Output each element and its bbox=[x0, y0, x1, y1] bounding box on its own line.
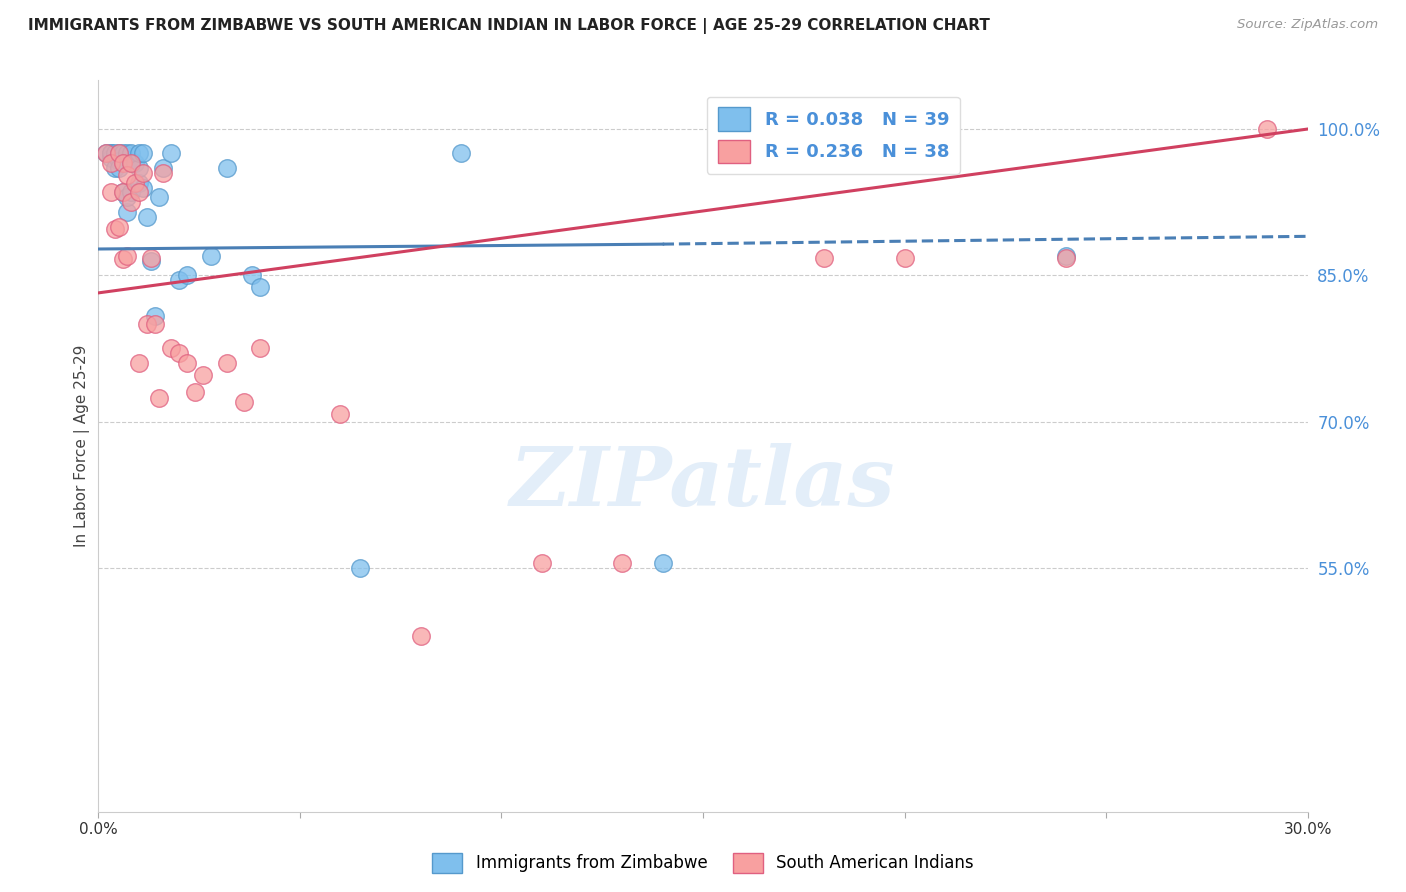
Point bbox=[124, 156, 146, 170]
Point bbox=[111, 146, 134, 161]
Point bbox=[240, 268, 263, 283]
Point bbox=[160, 342, 183, 356]
Point bbox=[893, 251, 915, 265]
Point bbox=[184, 385, 207, 400]
Text: Source: ZipAtlas.com: Source: ZipAtlas.com bbox=[1237, 18, 1378, 31]
Text: IMMIGRANTS FROM ZIMBABWE VS SOUTH AMERICAN INDIAN IN LABOR FORCE | AGE 25-29 COR: IMMIGRANTS FROM ZIMBABWE VS SOUTH AMERIC… bbox=[28, 18, 990, 34]
Point bbox=[120, 146, 142, 161]
Point bbox=[160, 146, 183, 161]
Point bbox=[232, 395, 254, 409]
Point bbox=[135, 317, 157, 331]
Point bbox=[107, 146, 129, 161]
Point bbox=[96, 146, 118, 161]
Point bbox=[100, 186, 122, 200]
Text: ZIPatlas: ZIPatlas bbox=[510, 442, 896, 523]
Point bbox=[813, 251, 835, 265]
Point bbox=[120, 156, 142, 170]
Point bbox=[120, 195, 142, 210]
Point bbox=[1054, 251, 1077, 265]
Point bbox=[143, 317, 166, 331]
Point bbox=[128, 146, 150, 161]
Point bbox=[128, 176, 150, 190]
Point bbox=[124, 176, 146, 190]
Point bbox=[128, 186, 150, 200]
Point bbox=[103, 161, 125, 175]
Point bbox=[200, 249, 222, 263]
Point bbox=[107, 146, 129, 161]
Point bbox=[115, 146, 138, 161]
Point bbox=[135, 210, 157, 224]
Point bbox=[96, 146, 118, 161]
Point bbox=[128, 356, 150, 370]
Point bbox=[115, 205, 138, 219]
Point bbox=[612, 556, 634, 570]
Point bbox=[1256, 122, 1278, 136]
Point bbox=[217, 356, 239, 370]
Point bbox=[176, 268, 198, 283]
Point bbox=[132, 166, 155, 180]
Point bbox=[115, 190, 138, 204]
Point bbox=[329, 407, 352, 421]
Point bbox=[100, 151, 122, 165]
Point bbox=[115, 249, 138, 263]
Point bbox=[450, 146, 472, 161]
Point bbox=[100, 156, 122, 170]
Point bbox=[148, 190, 170, 204]
Point bbox=[249, 342, 271, 356]
Point bbox=[530, 556, 553, 570]
Point bbox=[115, 168, 138, 182]
Point bbox=[132, 146, 155, 161]
Point bbox=[107, 219, 129, 234]
Point bbox=[409, 629, 432, 643]
Point bbox=[111, 252, 134, 266]
Legend: R = 0.038   N = 39, R = 0.236   N = 38: R = 0.038 N = 39, R = 0.236 N = 38 bbox=[707, 96, 960, 174]
Y-axis label: In Labor Force | Age 25-29: In Labor Force | Age 25-29 bbox=[75, 345, 90, 547]
Point bbox=[103, 221, 125, 235]
Point bbox=[139, 251, 162, 265]
Point bbox=[167, 273, 190, 287]
Point bbox=[217, 161, 239, 175]
Point bbox=[193, 368, 215, 382]
Point bbox=[249, 280, 271, 294]
Point bbox=[349, 561, 371, 575]
Point bbox=[107, 161, 129, 175]
Point bbox=[139, 253, 162, 268]
Point bbox=[1054, 249, 1077, 263]
Point bbox=[103, 146, 125, 161]
Point bbox=[120, 156, 142, 170]
Point bbox=[152, 161, 174, 175]
Point bbox=[152, 166, 174, 180]
Point bbox=[132, 180, 155, 194]
Point bbox=[100, 146, 122, 161]
Point bbox=[107, 154, 129, 169]
Point bbox=[167, 346, 190, 360]
Point bbox=[176, 356, 198, 370]
Point bbox=[143, 310, 166, 324]
Point bbox=[148, 391, 170, 405]
Point bbox=[120, 186, 142, 200]
Point bbox=[111, 186, 134, 200]
Legend: Immigrants from Zimbabwe, South American Indians: Immigrants from Zimbabwe, South American… bbox=[426, 847, 980, 880]
Point bbox=[111, 156, 134, 170]
Point bbox=[111, 186, 134, 200]
Point bbox=[651, 556, 673, 570]
Point bbox=[100, 146, 122, 161]
Point bbox=[128, 161, 150, 175]
